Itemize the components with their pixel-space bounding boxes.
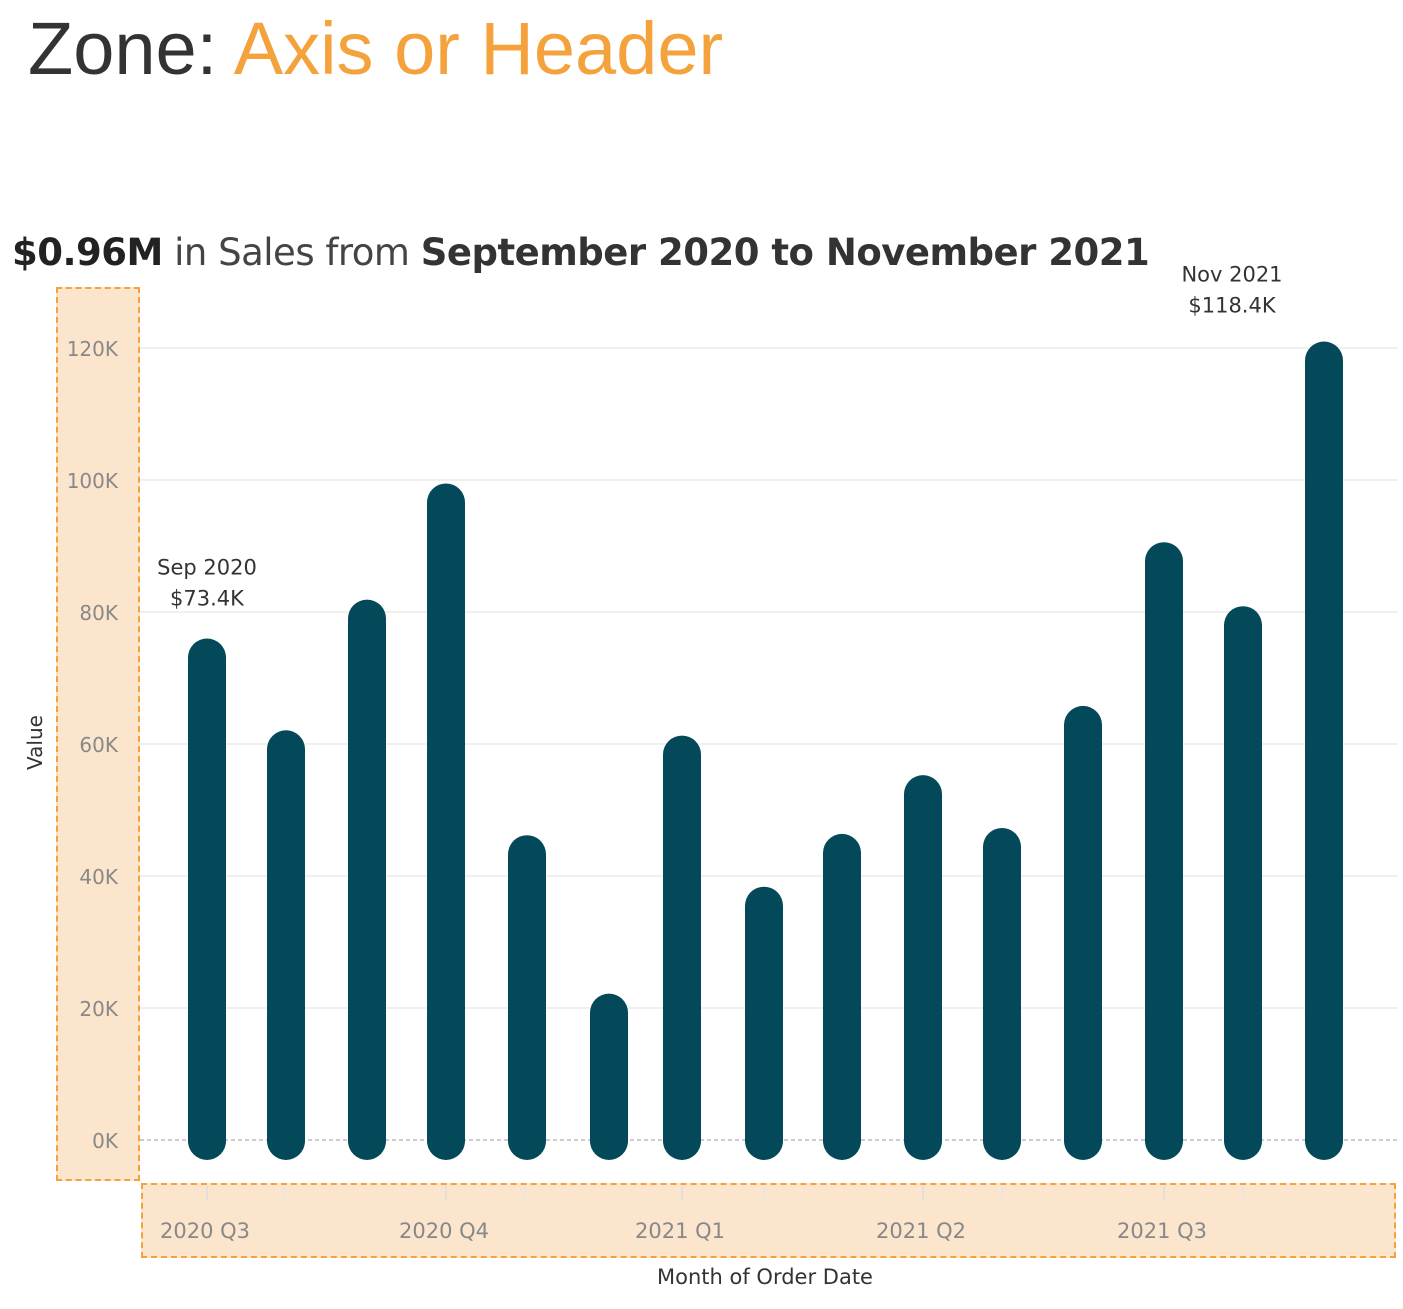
- zone-title-prefix: Zone:: [28, 7, 218, 90]
- x-tick-label: 2021 Q3: [1117, 1219, 1207, 1243]
- y-tick-label: 20K: [79, 997, 118, 1021]
- y-axis-zone-highlight: [56, 287, 140, 1181]
- bar: [348, 599, 386, 1160]
- bar: [1064, 705, 1102, 1160]
- y-tick-label: 60K: [79, 733, 118, 757]
- bar: [427, 483, 465, 1161]
- bar: [663, 735, 701, 1160]
- chart-subtitle: $0.96M in Sales from September 2020 to N…: [12, 230, 1150, 276]
- y-axis-title: Value: [23, 715, 47, 770]
- annotation-label: Sep 2020: [157, 556, 257, 580]
- bar: [983, 827, 1021, 1160]
- y-tick-label: 40K: [79, 865, 118, 889]
- bar: [904, 775, 942, 1160]
- sales-total: $0.96M: [12, 231, 163, 274]
- y-tick-label: 0K: [92, 1129, 119, 1153]
- annotation-value: $118.4K: [1188, 294, 1276, 318]
- bar: [267, 730, 305, 1160]
- x-tick-label: 2021 Q1: [635, 1219, 725, 1243]
- annotation-label: Nov 2021: [1181, 263, 1282, 287]
- zone-title-highlight: Axis or Header: [233, 7, 724, 90]
- y-tick-label: 80K: [79, 601, 118, 625]
- bar: [1305, 341, 1343, 1160]
- zone-title: Zone: Axis or Header: [28, 4, 723, 94]
- bar: [823, 833, 861, 1160]
- sales-date-range: September 2020 to November 2021: [420, 231, 1150, 274]
- x-axis-title: Month of Order Date: [657, 1265, 873, 1289]
- x-tick-label: 2020 Q4: [399, 1219, 489, 1243]
- bar: [590, 993, 628, 1160]
- y-tick-label: 120K: [67, 337, 119, 361]
- annotation-value: $73.4K: [170, 587, 245, 611]
- x-axis-zone-highlight: [141, 1183, 1396, 1258]
- x-tick-label: 2020 Q3: [160, 1219, 250, 1243]
- bar: [1224, 606, 1262, 1160]
- bar: [745, 886, 783, 1160]
- y-tick-label: 100K: [67, 469, 119, 493]
- sales-middle-text: in Sales from: [174, 231, 410, 274]
- x-tick-label: 2021 Q2: [876, 1219, 966, 1243]
- bar: [1145, 542, 1183, 1160]
- bar: [508, 835, 546, 1160]
- bar: [188, 638, 226, 1160]
